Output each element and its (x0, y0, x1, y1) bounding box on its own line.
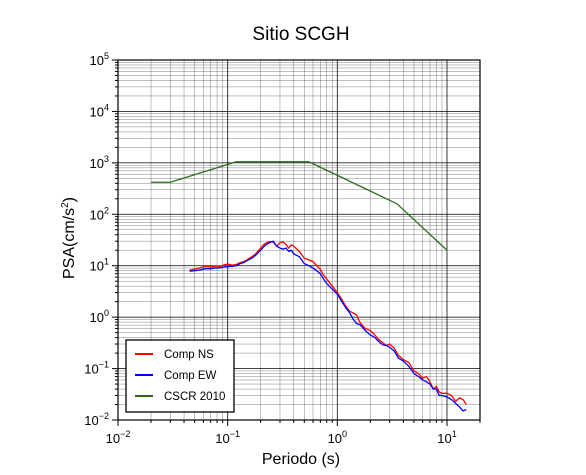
series-line-cscr-2010 (151, 161, 448, 251)
y-tick-label: 100 (90, 308, 109, 325)
legend-label-comp-ns: Comp NS (164, 349, 214, 361)
y-tick-label-base: 10 (90, 104, 104, 119)
x-tick-label-exp: −2 (120, 429, 130, 439)
y-tick-label-exp: 1 (104, 257, 109, 267)
chart-title: Sitio SCGH (252, 24, 349, 45)
grid (117, 59, 481, 421)
y-axis-title-sup: 2 (60, 202, 71, 208)
y-tick-label-exp: −2 (99, 411, 109, 421)
y-tick-label-exp: 0 (104, 308, 109, 318)
y-tick-label: 10−1 (84, 360, 109, 377)
y-tick-label-base: 10 (90, 207, 104, 222)
series-line-comp-ns (189, 240, 467, 405)
y-tick-label: 104 (90, 102, 109, 119)
x-tick-label-exp: −1 (230, 429, 240, 439)
x-tick-label: 100 (328, 429, 347, 446)
y-tick-label-exp: 4 (104, 102, 109, 112)
legend-label-comp-ew: Comp EW (164, 370, 217, 382)
x-tick-label-base: 10 (437, 431, 451, 446)
y-tick-label: 103 (90, 154, 109, 171)
y-tick-label-base: 10 (90, 156, 104, 171)
y-tick-label-base: 10 (84, 413, 98, 428)
plot-frame (117, 59, 481, 421)
y-tick-label-exp: 2 (104, 205, 109, 215)
y-axis-title-tail: ) (61, 197, 78, 202)
y-tick-label-exp: 5 (104, 51, 109, 61)
y-axis-title-base: PSA(cm/s (61, 208, 78, 279)
legend: Comp NS Comp EW CSCR 2010 (125, 339, 235, 413)
x-tick-label-exp: 0 (342, 429, 347, 439)
y-tick-label-exp: −1 (99, 360, 109, 370)
series-group (151, 161, 467, 412)
series-line-comp-ew (189, 240, 467, 412)
x-tick-label: 10−1 (215, 429, 240, 446)
x-tick-label-base: 10 (106, 431, 120, 446)
legend-label-cscr-2010: CSCR 2010 (164, 391, 225, 403)
x-tick-label: 101 (437, 429, 456, 446)
x-tick-label-exp: 1 (452, 429, 457, 439)
y-tick-label-exp: 3 (104, 154, 109, 164)
y-tick-label-base: 10 (90, 310, 104, 325)
x-axis-title: Periodo (s) (262, 451, 340, 468)
x-tick-label: 10−2 (106, 429, 131, 446)
y-tick-label-base: 10 (90, 259, 104, 274)
y-tick-label-base: 10 (90, 53, 104, 68)
y-tick-label: 10−2 (84, 411, 109, 428)
y-tick-label: 101 (90, 257, 109, 274)
y-tick-label-base: 10 (84, 362, 98, 377)
x-tick-label-base: 10 (328, 431, 342, 446)
y-axis-title: PSA(cm/s2) (60, 197, 78, 279)
y-tick-label: 105 (90, 51, 109, 68)
y-tick-label: 102 (90, 205, 109, 222)
x-tick-label-base: 10 (215, 431, 229, 446)
